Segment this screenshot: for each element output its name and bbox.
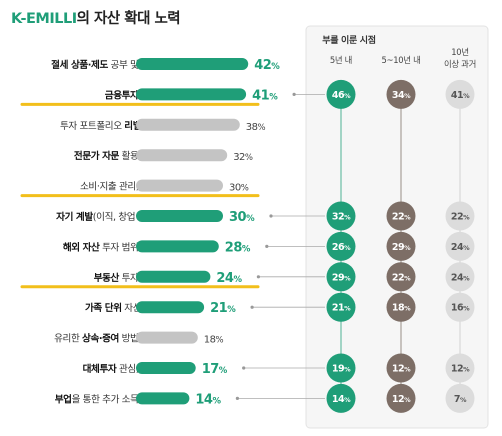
connector-dot — [235, 396, 239, 400]
breakdown-circle — [386, 353, 416, 383]
value-label: 42% — [254, 58, 280, 73]
column-header-5-10y: 5~10년 내 — [382, 55, 421, 65]
column-header-5y: 5년 내 — [330, 55, 352, 65]
breakdown-value: 46% — [332, 90, 351, 101]
breakdown-circle — [445, 383, 475, 413]
value-label: 21% — [210, 301, 236, 316]
bar — [136, 58, 249, 70]
value-label: 38% — [246, 122, 266, 133]
breakdown-circle — [326, 292, 356, 322]
bar — [136, 392, 190, 405]
bar — [136, 118, 240, 131]
breakdown-value: 12% — [451, 364, 470, 375]
value-label: 18% — [204, 335, 224, 346]
bar — [136, 301, 205, 314]
breakdown-circle — [326, 201, 356, 231]
breakdown-value: 19% — [332, 364, 351, 375]
breakdown-circle — [386, 383, 416, 413]
bar — [136, 88, 247, 101]
breakdown-value: 12% — [392, 394, 411, 405]
breakdown-circle — [386, 201, 416, 231]
breakdown-value: 22% — [392, 212, 411, 223]
connector-dot — [265, 244, 269, 248]
connector-dot — [242, 366, 246, 370]
breakdown-circle — [445, 201, 475, 231]
bar — [136, 270, 211, 283]
breakdown-value: 32% — [332, 212, 351, 223]
breakdown-value: 21% — [332, 303, 351, 314]
value-label: 14% — [195, 392, 221, 407]
breakdown-value: 41% — [451, 90, 470, 101]
connector-dot — [292, 92, 296, 96]
bar — [136, 149, 228, 162]
connector-dot — [269, 214, 273, 218]
breakdown-value: 24% — [451, 272, 470, 283]
breakdown-circle — [386, 292, 416, 322]
breakdown-circle — [326, 383, 356, 413]
value-label: 32% — [233, 152, 253, 163]
breakdown-value: 34% — [392, 90, 411, 101]
column-header-10y-line2: 이상 과거 — [444, 59, 476, 69]
breakdown-value: 29% — [392, 242, 411, 253]
breakdown-circle — [445, 262, 475, 292]
breakdown-value: 16% — [451, 303, 470, 314]
breakdown-circle — [386, 262, 416, 292]
breakdown-circle — [326, 353, 356, 383]
breakdown-circle — [326, 262, 356, 292]
chart-title: K-EMILLI의 자산 확대 노력 — [11, 7, 181, 28]
connector-dot — [256, 275, 260, 279]
breakdown-value: 18% — [392, 303, 411, 314]
bar — [136, 240, 219, 253]
chart-title-brand: K-EMILLI — [11, 11, 77, 27]
value-label: 17% — [202, 362, 228, 377]
value-label: 41% — [252, 88, 278, 103]
breakdown-value: 24% — [451, 242, 470, 253]
chart-title-rest: 의 자산 확대 노력 — [76, 11, 181, 27]
connector-dot — [250, 305, 254, 309]
breakdown-value: 22% — [392, 272, 411, 283]
bar — [136, 179, 223, 192]
breakdown-value: 12% — [392, 364, 411, 375]
breakdown-circle — [445, 353, 475, 383]
breakdown-circle — [326, 231, 356, 261]
bar — [136, 331, 198, 344]
breakdown-circle — [445, 292, 475, 322]
breakdown-value: 7% — [454, 394, 467, 405]
column-header-10y-line1: 10년 — [451, 47, 468, 57]
breakdown-circle — [386, 231, 416, 261]
bar — [136, 362, 196, 374]
value-label: 24% — [216, 271, 242, 286]
breakdown-circle — [386, 79, 416, 109]
breakdown-value: 29% — [332, 272, 351, 283]
panel-header: 부를 이룬 시점 — [322, 34, 376, 46]
breakdown-circle — [445, 231, 475, 261]
breakdown-circle — [445, 79, 475, 109]
breakdown-value: 26% — [332, 242, 351, 253]
breakdown-circle — [326, 79, 356, 109]
value-label: 28% — [225, 240, 251, 255]
value-label: 30% — [229, 183, 249, 194]
breakdown-value: 22% — [451, 212, 470, 223]
value-label: 30% — [229, 210, 255, 225]
breakdown-value: 14% — [332, 394, 351, 405]
bar — [136, 210, 223, 222]
